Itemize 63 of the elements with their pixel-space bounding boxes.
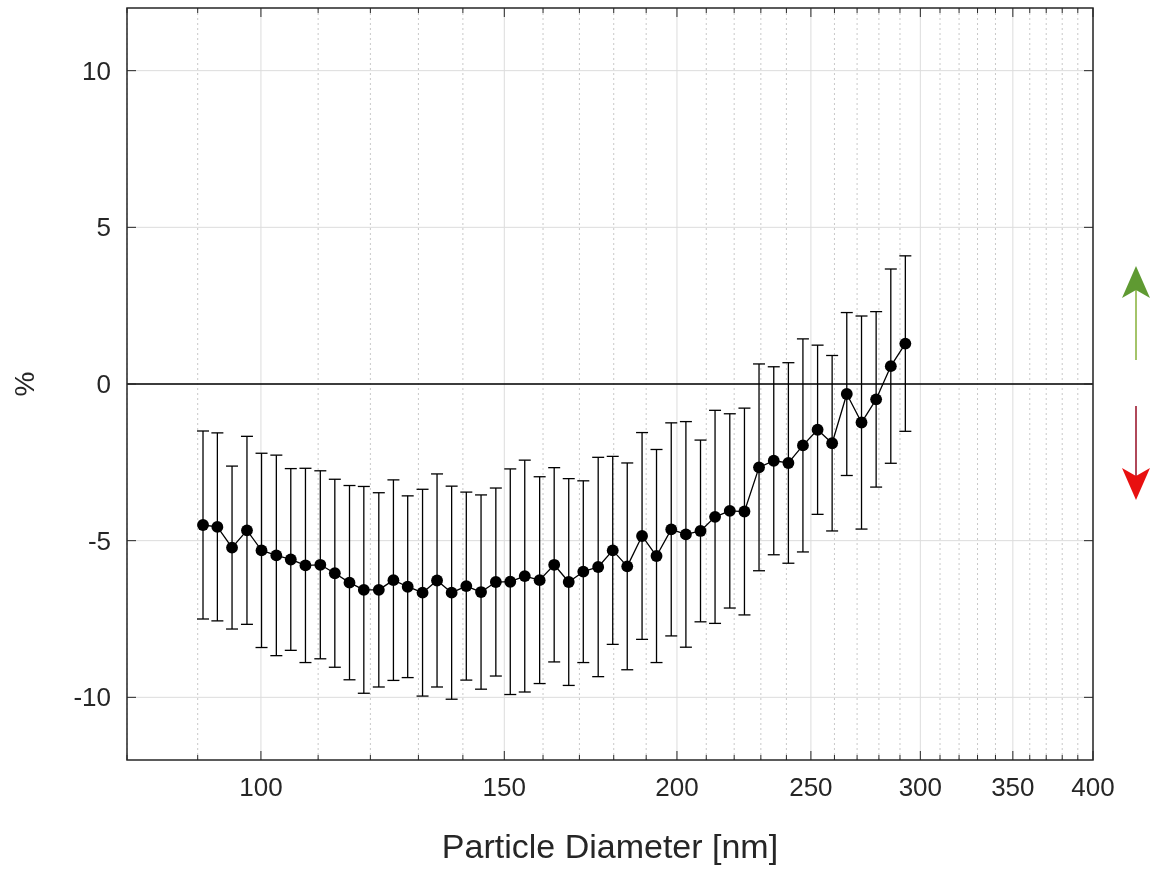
point <box>489 576 502 588</box>
x-tick-label: 250 <box>789 772 833 802</box>
point <box>899 337 912 350</box>
point <box>197 519 209 531</box>
point <box>431 574 443 587</box>
point <box>767 454 780 467</box>
x-tick-label: 100 <box>239 772 283 802</box>
point <box>562 576 575 588</box>
x-tick-label: 400 <box>1071 772 1115 802</box>
point <box>738 505 751 518</box>
point <box>445 586 458 599</box>
point <box>753 461 765 474</box>
x-tick-label: 200 <box>655 772 699 802</box>
point <box>606 544 619 557</box>
y-tick-label: 10 <box>82 55 111 86</box>
point <box>840 388 853 400</box>
point <box>226 541 238 554</box>
point <box>387 574 400 587</box>
point <box>636 530 648 542</box>
y-tick-label: 5 <box>96 212 111 243</box>
point <box>255 544 268 557</box>
point <box>782 457 795 469</box>
point <box>299 559 312 572</box>
point <box>650 550 663 562</box>
y-axis-title: % <box>9 371 40 397</box>
point <box>884 360 897 373</box>
point <box>314 558 327 571</box>
point <box>460 580 473 593</box>
point <box>504 575 517 588</box>
point <box>241 524 253 537</box>
point <box>665 523 678 536</box>
point <box>270 549 283 562</box>
point <box>357 583 370 596</box>
point <box>548 558 561 571</box>
point <box>811 423 824 436</box>
point <box>577 565 590 578</box>
point <box>518 570 531 582</box>
x-tick-label: 150 <box>482 772 526 802</box>
point <box>401 580 414 593</box>
point <box>870 393 883 406</box>
y-tick-label: -5 <box>87 525 111 556</box>
x-tick-label: 350 <box>991 772 1035 802</box>
point <box>679 528 692 541</box>
y-tick-label: -10 <box>73 682 111 713</box>
point <box>372 583 385 596</box>
point <box>709 510 721 523</box>
point <box>826 437 839 450</box>
point <box>855 416 868 429</box>
point <box>475 586 487 598</box>
point <box>343 576 356 589</box>
y-tick-label: 0 <box>96 369 111 400</box>
point <box>797 439 809 452</box>
point <box>723 504 736 517</box>
point <box>621 560 634 573</box>
x-tick-label: 300 <box>898 772 943 802</box>
point <box>694 525 707 537</box>
point <box>211 520 224 533</box>
point <box>328 567 341 580</box>
point <box>284 553 297 566</box>
point <box>533 574 546 587</box>
point <box>592 561 605 573</box>
point <box>416 586 429 599</box>
x-axis-title: Particle Diameter [nm] <box>441 827 779 865</box>
